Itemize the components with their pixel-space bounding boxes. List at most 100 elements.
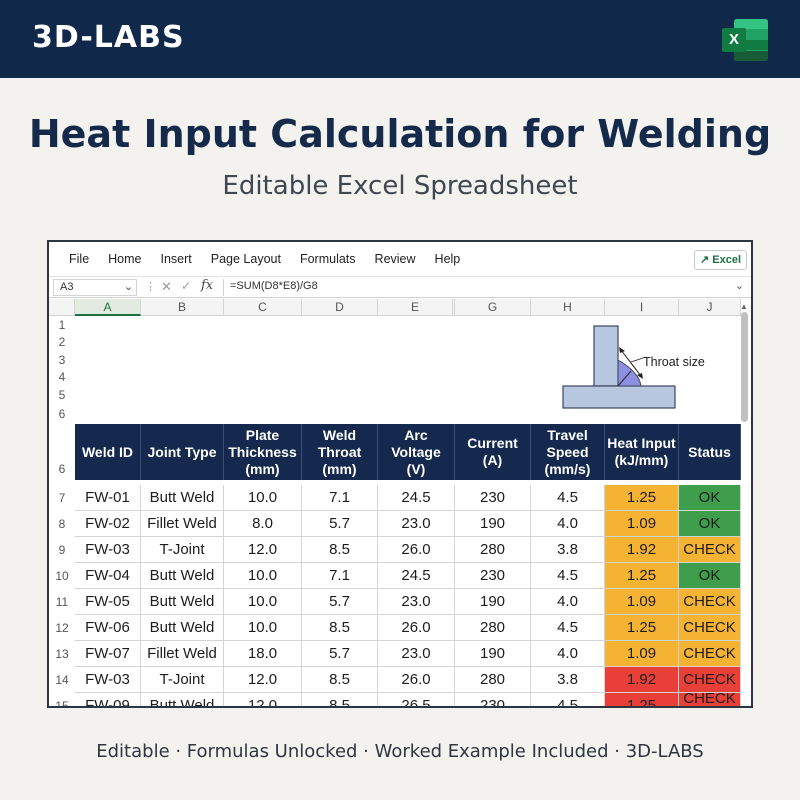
row-header-2[interactable]: 2 — [49, 334, 75, 351]
table-cell[interactable]: 190 — [455, 641, 531, 667]
table-cell[interactable]: 230 — [455, 693, 531, 706]
table-cell[interactable]: 7.1 — [302, 485, 378, 511]
table-cell[interactable]: 4.5 — [531, 563, 605, 589]
more-options-icon[interactable]: ⋮ — [145, 281, 156, 293]
table-cell[interactable]: 23.0 — [378, 589, 455, 615]
ribbon-tab-review[interactable]: Review — [374, 252, 416, 266]
row-header-5[interactable]: 5 — [49, 386, 75, 404]
heat-input-cell[interactable]: 1.25 — [605, 563, 679, 589]
row-header-14[interactable]: 14 — [49, 667, 75, 693]
column-header-h[interactable]: H — [531, 299, 605, 316]
table-cell[interactable]: 4.5 — [531, 693, 605, 706]
table-cell[interactable]: Fillet Weld — [141, 641, 224, 667]
scroll-up-icon[interactable]: ▲ — [740, 302, 748, 311]
table-cell[interactable]: Butt Weld — [141, 563, 224, 589]
table-cell[interactable]: 5.7 — [302, 589, 378, 615]
table-cell[interactable]: 18.0 — [224, 641, 302, 667]
heat-input-cell[interactable]: 1.25 — [605, 693, 679, 706]
table-cell[interactable]: 230 — [455, 563, 531, 589]
table-cell[interactable]: 3.8 — [531, 667, 605, 693]
status-cell[interactable]: OK — [679, 563, 741, 589]
cancel-icon[interactable]: ✕ — [161, 279, 172, 294]
status-cell[interactable]: CHECK — [679, 589, 741, 615]
table-cell[interactable]: 280 — [455, 615, 531, 641]
table-cell[interactable]: 26.0 — [378, 537, 455, 563]
table-cell[interactable]: 280 — [455, 537, 531, 563]
column-header-i[interactable]: I — [605, 299, 679, 316]
table-cell[interactable]: FW-03 — [75, 667, 141, 693]
table-cell[interactable]: 230 — [455, 485, 531, 511]
row-header-3[interactable]: 3 — [49, 351, 75, 369]
name-box[interactable]: A3 ⌄ — [53, 279, 137, 296]
insert-function-icon[interactable]: fx — [201, 278, 214, 293]
heat-input-cell[interactable]: 1.09 — [605, 589, 679, 615]
ribbon-tab-help[interactable]: Help — [434, 252, 461, 266]
row-header-4[interactable]: 4 — [49, 369, 75, 386]
ribbon-tab-home[interactable]: Home — [108, 252, 142, 266]
table-cell[interactable]: 10.0 — [224, 563, 302, 589]
row-header-10[interactable]: 10 — [49, 563, 75, 589]
table-cell[interactable]: 4.5 — [531, 615, 605, 641]
table-cell[interactable]: 8.0 — [224, 511, 302, 537]
heat-input-cell[interactable]: 1.09 — [605, 511, 679, 537]
column-header-f[interactable]: F — [453, 299, 455, 316]
ribbon-tab-insert[interactable]: Insert — [160, 252, 192, 266]
table-cell[interactable]: 26.0 — [378, 667, 455, 693]
row-header-7[interactable]: 7 — [49, 485, 75, 511]
table-cell[interactable]: T-Joint — [141, 537, 224, 563]
column-header-a[interactable]: A — [75, 299, 141, 316]
table-cell[interactable]: 8.5 — [302, 537, 378, 563]
table-cell[interactable]: 23.0 — [378, 641, 455, 667]
row-header-8[interactable]: 8 — [49, 511, 75, 537]
heat-input-cell[interactable]: 1.25 — [605, 615, 679, 641]
table-cell[interactable]: 4.0 — [531, 511, 605, 537]
row-header-11[interactable]: 11 — [49, 589, 75, 615]
status-cell[interactable]: CHECK — [679, 641, 741, 667]
table-cell[interactable]: 26.5 — [378, 693, 455, 706]
vertical-scrollbar[interactable]: ▲ — [740, 302, 749, 705]
table-cell[interactable]: 8.5 — [302, 667, 378, 693]
status-cell[interactable]: OK — [679, 485, 741, 511]
row-header-13[interactable]: 13 — [49, 641, 75, 667]
table-cell[interactable]: 8.5 — [302, 693, 378, 706]
table-cell[interactable]: Butt Weld — [141, 485, 224, 511]
open-in-excel-button[interactable]: ↗ Excel — [693, 250, 747, 270]
status-cell[interactable]: CHECK — [679, 537, 741, 563]
heat-input-cell[interactable]: 1.92 — [605, 667, 679, 693]
status-cell[interactable]: CHECK — [679, 691, 741, 706]
table-cell[interactable]: FW-09 — [75, 693, 141, 706]
heat-input-cell[interactable]: 1.92 — [605, 537, 679, 563]
table-cell[interactable]: 190 — [455, 589, 531, 615]
table-cell[interactable]: 4.0 — [531, 641, 605, 667]
table-cell[interactable]: 10.0 — [224, 485, 302, 511]
column-header-b[interactable]: B — [141, 299, 224, 316]
status-cell[interactable]: CHECK — [679, 667, 741, 693]
table-cell[interactable]: Butt Weld — [141, 615, 224, 641]
table-cell[interactable]: 7.1 — [302, 563, 378, 589]
table-cell[interactable]: FW-01 — [75, 485, 141, 511]
formula-input[interactable]: =SUM(D8*E8)/G8 ⌄ — [223, 279, 747, 296]
table-cell[interactable]: FW-04 — [75, 563, 141, 589]
table-cell[interactable]: 10.0 — [224, 589, 302, 615]
table-cell[interactable]: 280 — [455, 667, 531, 693]
enter-check-icon[interactable]: ✓ — [181, 279, 192, 293]
heat-input-cell[interactable]: 1.25 — [605, 485, 679, 511]
row-header-9[interactable]: 9 — [49, 537, 75, 563]
table-cell[interactable]: FW-07 — [75, 641, 141, 667]
table-cell[interactable]: 12.0 — [224, 667, 302, 693]
chevron-down-icon[interactable]: ⌄ — [123, 281, 133, 293]
table-cell[interactable]: 10.0 — [224, 615, 302, 641]
table-cell[interactable]: 4.5 — [531, 485, 605, 511]
row-header-6[interactable]: 6 — [49, 424, 75, 480]
table-cell[interactable]: Butt Weld — [141, 693, 224, 706]
ribbon-tab-page-layout[interactable]: Page Layout — [210, 252, 281, 266]
column-header-j[interactable]: J — [679, 299, 741, 316]
column-header-d[interactable]: D — [302, 299, 378, 316]
ribbon-tab-file[interactable]: File — [69, 252, 90, 266]
table-cell[interactable]: Fillet Weld — [141, 511, 224, 537]
table-cell[interactable]: 26.0 — [378, 615, 455, 641]
table-cell[interactable]: T-Joint — [141, 667, 224, 693]
scrollbar-thumb[interactable] — [741, 312, 748, 422]
ribbon-tab-formulats[interactable]: Formulats — [299, 252, 356, 266]
table-cell[interactable]: 23.0 — [378, 511, 455, 537]
